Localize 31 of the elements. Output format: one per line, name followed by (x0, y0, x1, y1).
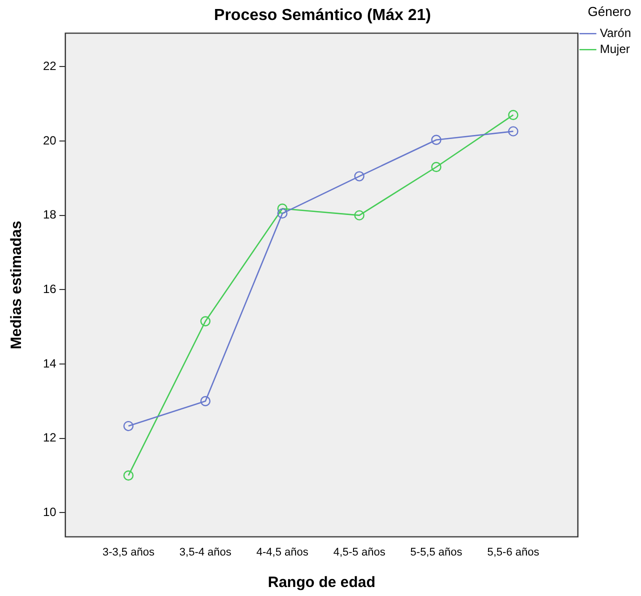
x-tick-label: 3-3,5 años (102, 546, 155, 558)
point (431, 162, 442, 172)
y-axis-title: Medias estimadas (8, 220, 26, 350)
point (123, 470, 134, 481)
y-tick-label: 22 (42, 58, 57, 73)
point (277, 204, 288, 214)
y-tick-label: 12 (42, 430, 57, 445)
x-tick-label: 5-5,5 años (410, 546, 463, 558)
point (123, 420, 134, 432)
y-tick-label: 10 (42, 504, 57, 519)
point (431, 134, 442, 145)
x-tick-label: 5,5-6 años (487, 546, 540, 558)
point (508, 126, 518, 136)
point (354, 210, 364, 220)
legend-label: Mujer (600, 42, 630, 56)
point (200, 316, 211, 326)
x-tick-label: 4,5-5 años (333, 546, 386, 558)
x-tick-label: 4-4,5 años (256, 546, 309, 558)
y-tick-label: 20 (42, 133, 57, 148)
x-tick-label: 3,5-4 años (179, 546, 232, 558)
legend-title: Género (588, 4, 632, 20)
x-axis-title: Rango de edad (268, 574, 376, 592)
point (200, 396, 211, 406)
legend-label: Varón (600, 26, 632, 40)
point (277, 208, 288, 219)
y-tick-label: 16 (42, 282, 57, 296)
y-tick-label: 14 (42, 356, 57, 370)
chart-title: Proceso Semántico (Máx 21) (214, 7, 431, 24)
y-tick-label: 18 (42, 208, 57, 222)
point (354, 171, 364, 182)
point (508, 110, 518, 120)
